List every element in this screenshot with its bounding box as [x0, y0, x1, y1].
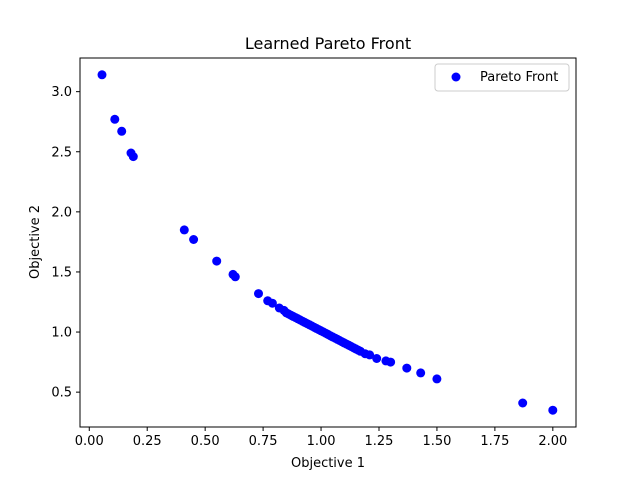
scatter-point: [212, 256, 222, 266]
y-tick-label: 1.5: [51, 265, 72, 280]
legend-label: Pareto Front: [480, 70, 558, 85]
scatter-point: [548, 405, 558, 415]
chart-title: Learned Pareto Front: [245, 34, 411, 53]
scatter-point: [128, 152, 138, 162]
x-tick-label: 1.75: [480, 434, 509, 449]
scatter-point: [97, 70, 107, 80]
scatter-point: [267, 298, 277, 308]
x-tick-label: 1.25: [365, 434, 394, 449]
y-tick-label: 2.0: [51, 205, 72, 220]
y-axis: 0.5 1.0 1.5 2.0 2.5 3.0: [51, 85, 80, 401]
x-tick-label: 0.00: [75, 434, 104, 449]
scatter-point: [402, 363, 412, 373]
x-tick-label: 2.00: [538, 434, 567, 449]
scatter-point: [179, 225, 189, 235]
scatter-point: [432, 374, 442, 384]
y-tick-label: 1.0: [51, 326, 72, 341]
legend-marker: [451, 72, 461, 82]
scatter-point: [117, 126, 127, 136]
legend-box: [434, 63, 570, 92]
scatter-point: [372, 354, 382, 363]
scatter-point: [416, 368, 426, 378]
scatter-point: [365, 350, 375, 360]
y-tick-label: 2.5: [51, 145, 72, 160]
scatter-point: [518, 398, 528, 408]
x-axis: 0.00 0.25 0.50 0.75 1.00 1.25 1.50 1.75 2.00: [75, 427, 567, 449]
y-tick-label: 0.5: [51, 386, 72, 401]
scatter-point: [254, 289, 263, 299]
x-tick-label: 0.25: [133, 434, 162, 449]
x-tick-label: 0.75: [249, 434, 278, 449]
legend: Pareto Front: [434, 63, 570, 92]
data-points: [97, 70, 558, 415]
y-tick-label: 3.0: [51, 85, 72, 100]
scatter-point: [386, 357, 396, 367]
scatter-point: [110, 114, 120, 124]
x-tick-label: 1.00: [307, 434, 336, 449]
scatter-point: [230, 272, 240, 282]
x-axis-label: Objective 1: [291, 456, 365, 471]
y-axis-label: Objective 2: [28, 205, 43, 279]
x-tick-label: 0.50: [191, 434, 220, 449]
plot-frame: [79, 57, 577, 428]
scatter-point: [189, 235, 199, 244]
x-tick-label: 1.50: [422, 434, 451, 449]
